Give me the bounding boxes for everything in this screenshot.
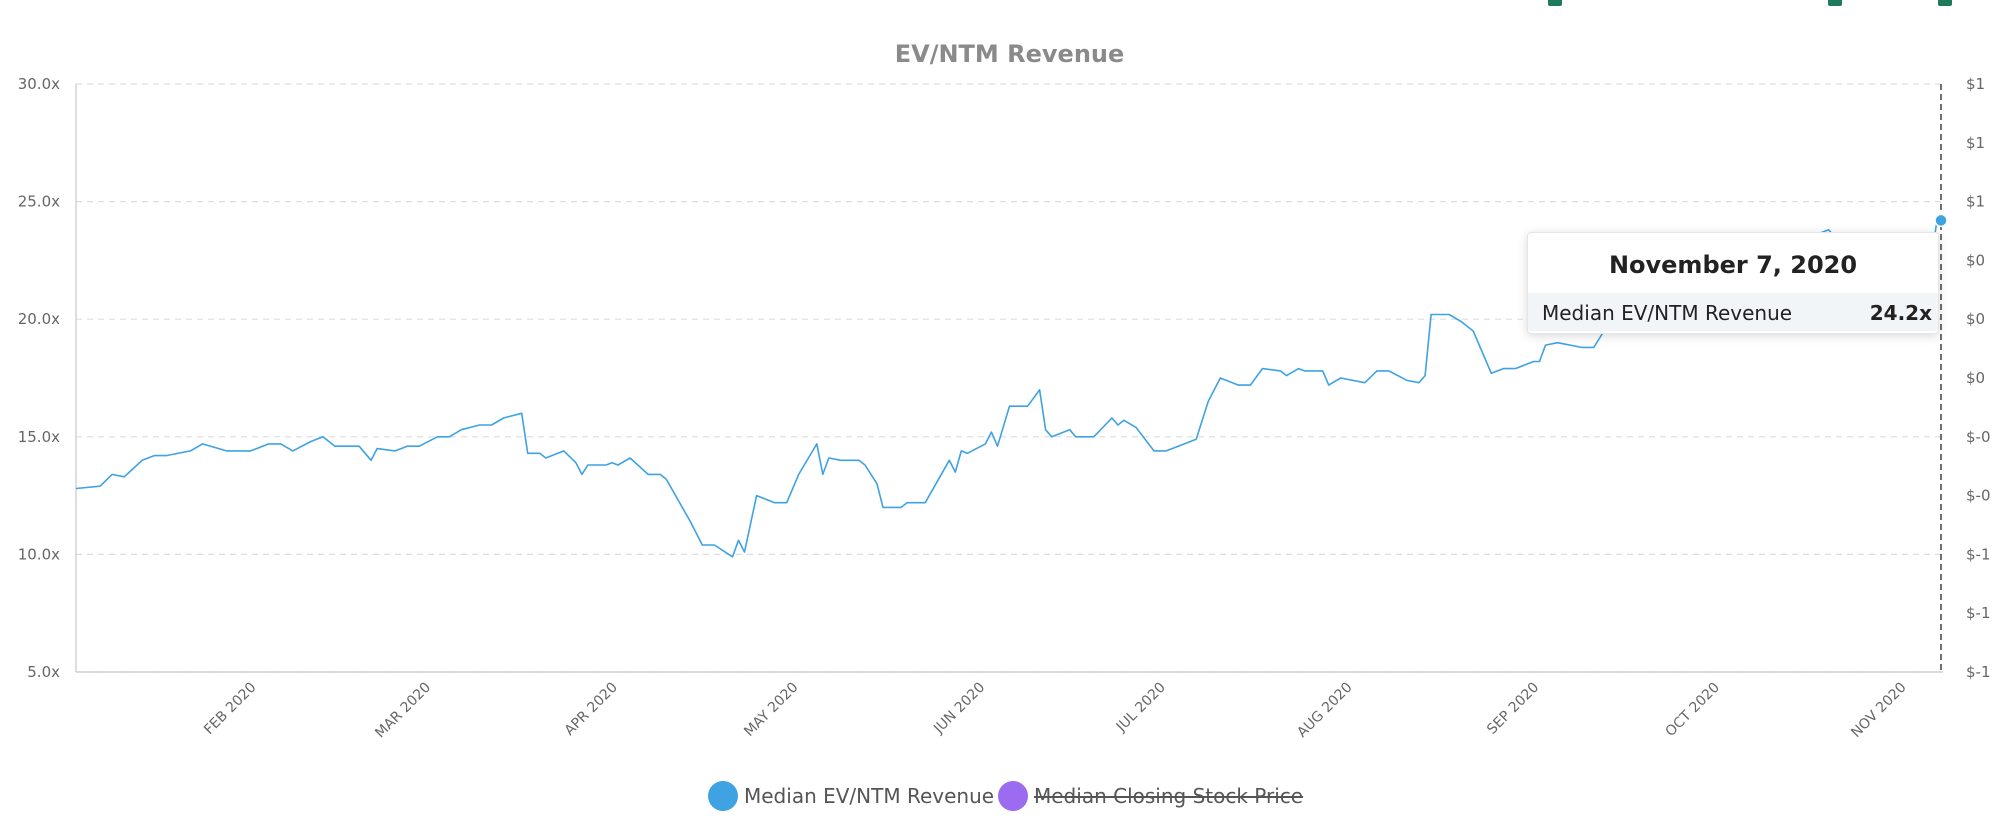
- x-tick-label: JUL 2020: [1113, 680, 1169, 736]
- y2-tick-label: $1: [1966, 193, 1985, 211]
- y-tick-label: 20.0x: [18, 310, 60, 328]
- y2-tick-label: $0: [1966, 251, 1985, 269]
- legend-label: Median Closing Stock Price: [1034, 784, 1304, 808]
- legend-label: Median EV/NTM Revenue: [744, 784, 995, 808]
- legend-dot-icon: [708, 781, 738, 811]
- y2-tick-label: $-1: [1966, 545, 1991, 563]
- tooltip-series-value: 24.2x: [1869, 301, 1932, 325]
- y-tick-label: 15.0x: [18, 428, 60, 446]
- y2-tick-label: $-0: [1966, 428, 1991, 446]
- tooltip-row: Median EV/NTM Revenue 24.2x: [1528, 293, 1938, 331]
- y2-tick-label: $-0: [1966, 487, 1991, 505]
- y-tick-label: 5.0x: [27, 663, 60, 681]
- x-tick-label: FEB 2020: [201, 680, 259, 738]
- x-tick-label: MAY 2020: [741, 680, 801, 740]
- chart-title: EV/NTM Revenue: [895, 40, 1125, 68]
- x-tick-label: SEP 2020: [1484, 680, 1542, 738]
- y2-tick-label: $-1: [1966, 604, 1991, 622]
- legend-dot-icon: [998, 781, 1028, 811]
- tooltip-date: November 7, 2020: [1608, 251, 1858, 279]
- hover-marker: [1934, 213, 1948, 228]
- x-tick-label: OCT 2020: [1663, 680, 1723, 740]
- tooltip-series-label: Median EV/NTM Revenue: [1542, 301, 1793, 325]
- x-tick-label: NOV 2020: [1848, 680, 1909, 741]
- y-tick-label: 30.0x: [18, 75, 60, 93]
- y2-tick-label: $1: [1966, 75, 1985, 93]
- chart-tooltip: November 7, 2020 Median EV/NTM Revenue 2…: [1527, 232, 1939, 334]
- settings-icon[interactable]: [1828, 0, 1842, 6]
- x-tick-label: MAR 2020: [372, 680, 434, 742]
- export-icon[interactable]: [1548, 0, 1562, 6]
- y2-tick-label: $1: [1966, 134, 1985, 152]
- gridlines: [76, 83, 1943, 673]
- y2-tick-label: $0: [1966, 369, 1985, 387]
- y2-tick-label: $-1: [1966, 663, 1991, 681]
- y-tick-label: 10.0x: [18, 545, 60, 563]
- x-tick-label: APR 2020: [562, 680, 621, 739]
- y2-tick-label: $0: [1966, 310, 1985, 328]
- x-tick-label: JUN 2020: [930, 680, 988, 738]
- y-tick-label: 25.0x: [18, 193, 60, 211]
- share-icon[interactable]: [1938, 0, 1952, 6]
- x-tick-label: AUG 2020: [1294, 680, 1355, 741]
